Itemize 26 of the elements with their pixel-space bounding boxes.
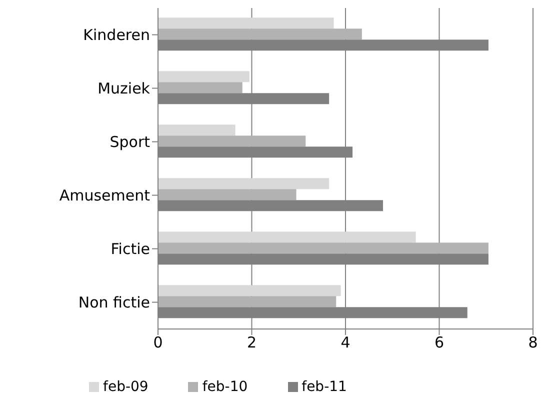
bar bbox=[158, 232, 416, 243]
bar bbox=[158, 136, 306, 147]
bar bbox=[158, 242, 488, 254]
bar bbox=[158, 285, 341, 296]
x-tick-label: 6 bbox=[434, 334, 444, 352]
bar bbox=[158, 296, 336, 308]
x-tick-label: 8 bbox=[528, 334, 538, 352]
bar bbox=[158, 124, 236, 136]
x-tick-label: 4 bbox=[340, 334, 350, 352]
bar bbox=[158, 18, 334, 29]
y-tick-label: Kinderen bbox=[83, 26, 150, 44]
y-tick-label: Fictie bbox=[110, 240, 150, 258]
y-tick-label: Non fictie bbox=[78, 294, 150, 312]
legend-label: feb-09 bbox=[103, 379, 148, 395]
bar bbox=[158, 71, 250, 82]
bar bbox=[158, 82, 242, 94]
y-tick-label: Sport bbox=[110, 133, 150, 152]
y-tick-label: Muziek bbox=[98, 80, 150, 98]
y-tick-label: Amusement bbox=[59, 186, 150, 205]
bar bbox=[158, 189, 296, 200]
legend-label: feb-11 bbox=[302, 379, 347, 395]
x-tick-label: 2 bbox=[246, 334, 257, 352]
bar bbox=[158, 28, 362, 40]
bar bbox=[158, 178, 330, 190]
legend-label: feb-10 bbox=[202, 379, 248, 395]
x-tick-label: 0 bbox=[153, 334, 163, 352]
